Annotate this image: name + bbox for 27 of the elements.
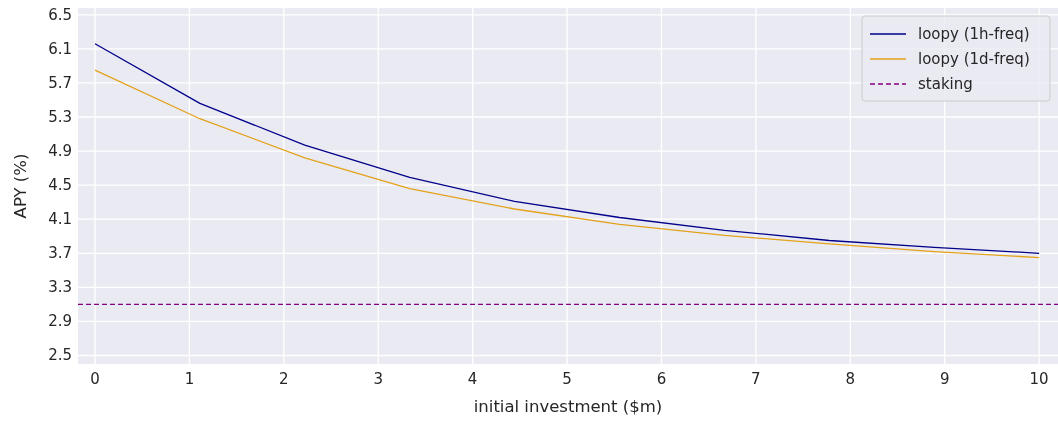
legend-label: loopy (1d-freq) <box>918 50 1030 68</box>
x-tick-label: 0 <box>90 370 100 388</box>
x-tick-label: 9 <box>939 370 950 388</box>
legend-label: staking <box>918 75 973 93</box>
x-tick-label: 10 <box>1029 370 1049 388</box>
y-tick-label: 4.1 <box>48 210 72 229</box>
x-tick-label: 1 <box>184 370 195 388</box>
x-tick-label: 8 <box>845 370 856 388</box>
x-axis-title: initial investment ($m) <box>473 397 663 416</box>
x-tick-label: 5 <box>562 370 572 388</box>
y-tick-label: 6.5 <box>48 5 72 24</box>
y-tick-label: 3.7 <box>48 244 72 263</box>
y-tick-label: 5.3 <box>48 108 72 127</box>
legend-label: loopy (1h-freq) <box>918 25 1030 43</box>
x-tick-label: 3 <box>373 370 383 388</box>
x-tick-label: 6 <box>656 370 667 388</box>
x-tick-label: 7 <box>751 370 761 388</box>
y-tick-label: 2.9 <box>48 312 72 331</box>
x-tick-label: 2 <box>279 370 289 388</box>
y-tick-label: 6.1 <box>48 39 72 58</box>
x-tick-label: 4 <box>467 370 478 388</box>
y-tick-label: 3.3 <box>48 278 72 297</box>
y-tick-label: 2.5 <box>48 346 72 365</box>
y-tick-label: 5.7 <box>48 73 72 92</box>
y-tick-label: 4.5 <box>48 176 72 195</box>
y-tick-label: 4.9 <box>48 142 72 161</box>
y-axis-title: APY (%) <box>11 153 30 219</box>
